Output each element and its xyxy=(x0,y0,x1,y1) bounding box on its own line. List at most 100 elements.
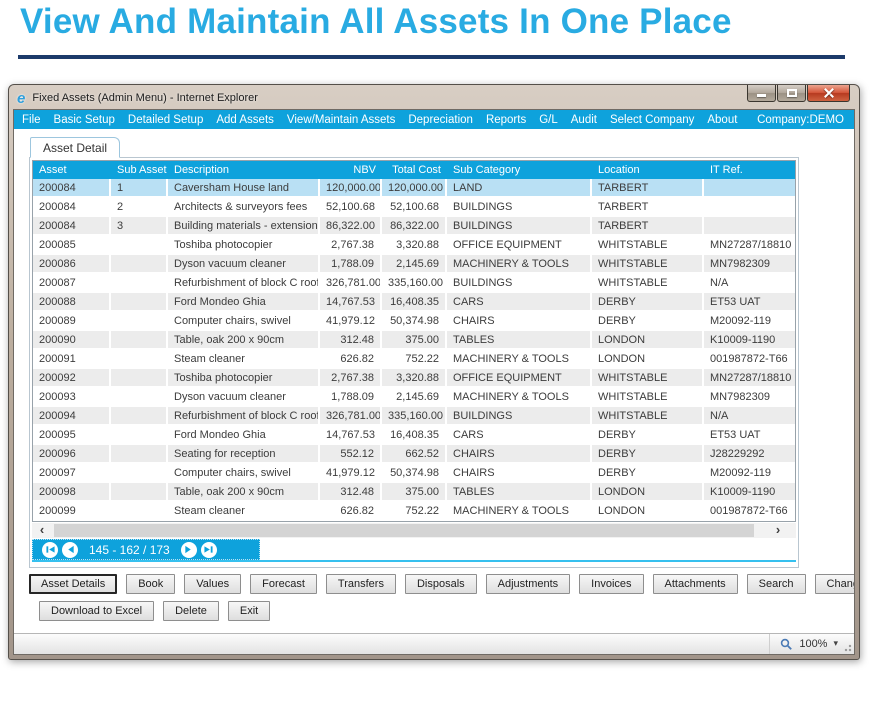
button-disposals[interactable]: Disposals xyxy=(404,574,477,594)
table-row[interactable]: 200099 Steam cleaner 626.82 752.22 MACHINERY… xyxy=(33,502,795,521)
cell-it-ref: N/A xyxy=(704,274,795,293)
zoom-level-label: 100% xyxy=(799,638,828,650)
cell-description: Dyson vacuum cleaner xyxy=(168,255,320,274)
button-transfers[interactable]: Transfers xyxy=(325,574,396,594)
table-row[interactable]: 200088 Ford Mondeo Ghia 14,767.53 16,408.35… xyxy=(33,293,795,312)
tab-asset-detail[interactable]: Asset Detail xyxy=(30,137,121,158)
table-row[interactable]: 200090 Table, oak 200 x 90cm 312.48 375.00 T… xyxy=(33,331,795,350)
menu-item-detailed-setup[interactable]: Detailed Setup xyxy=(127,113,204,126)
window-titlebar[interactable]: e Fixed Assets (Admin Menu) - Internet E… xyxy=(9,85,859,109)
zoom-control[interactable]: 100% ▾ xyxy=(769,634,854,654)
table-row[interactable]: 200094 Refurbishment of block C roof 326,7… xyxy=(33,407,795,426)
resize-grip[interactable] xyxy=(842,642,852,652)
menu-item-basic-setup[interactable]: Basic Setup xyxy=(53,113,115,126)
pager-previous-button[interactable] xyxy=(62,541,78,558)
table-row[interactable]: 200095 Ford Mondeo Ghia 14,767.53 16,408.35… xyxy=(33,426,795,445)
maximize-button[interactable] xyxy=(777,85,806,102)
scroll-left-icon[interactable]: ‹ xyxy=(39,522,45,537)
button-adjustments[interactable]: Adjustments xyxy=(485,574,571,594)
menu-item-view-maintain-assets[interactable]: View/Maintain Assets xyxy=(286,113,396,126)
close-button[interactable] xyxy=(807,85,850,102)
cell-total-cost: 50,374.98 xyxy=(382,312,447,331)
title-underline xyxy=(18,55,845,59)
button-values[interactable]: Values xyxy=(184,574,242,594)
button-download-to-excel[interactable]: Download to Excel xyxy=(39,601,155,621)
button-change-asset-id[interactable]: Change Asset ID xyxy=(814,574,854,594)
pager-next-button[interactable] xyxy=(180,541,197,558)
internet-explorer-icon: e xyxy=(17,89,26,107)
cell-description: Seating for reception xyxy=(168,445,320,464)
cell-nbv: 14,767.53 xyxy=(320,426,382,445)
table-row[interactable]: 200084 2 Architects & surveyors fees 52,100… xyxy=(33,198,795,217)
cell-nbv: 552.12 xyxy=(320,445,382,464)
menu-item-audit[interactable]: Audit xyxy=(570,113,597,126)
table-row[interactable]: 200093 Dyson vacuum cleaner 1,788.09 2,145.… xyxy=(33,388,795,407)
column-header-total-cost[interactable]: Total Cost xyxy=(392,164,441,176)
button-search[interactable]: Search xyxy=(746,574,806,594)
cell-sub-asset: 2 xyxy=(111,198,168,217)
app-menubar: File Basic Setup Detailed Setup Add Assets V… xyxy=(14,110,854,129)
cell-description: Computer chairs, swivel xyxy=(168,312,320,331)
table-row[interactable]: 200089 Computer chairs, swivel 41,979.12 50… xyxy=(33,312,795,331)
menu-item-g-l[interactable]: G/L xyxy=(539,113,558,126)
cell-sub-asset xyxy=(111,274,168,293)
scroll-right-icon[interactable]: › xyxy=(775,522,781,537)
button-exit[interactable]: Exit xyxy=(227,601,271,621)
cell-location: WHITSTABLE xyxy=(592,274,704,293)
column-header-sub-asset[interactable]: Sub Asset xyxy=(117,164,167,176)
cell-total-cost: 86,322.00 xyxy=(382,217,447,236)
scrollbar-thumb[interactable] xyxy=(54,524,754,537)
table-row[interactable]: 200084 1 Caversham House land 120,000.00 120… xyxy=(33,179,795,198)
cell-location: LONDON xyxy=(592,502,704,521)
minimize-button[interactable] xyxy=(747,85,776,102)
cell-description: Architects & surveyors fees xyxy=(168,198,320,217)
pager-first-button[interactable] xyxy=(42,541,58,558)
table-row[interactable]: 200087 Refurbishment of block C roof 326,7… xyxy=(33,274,795,293)
cell-sub-asset xyxy=(111,407,168,426)
table-row[interactable]: 200092 Toshiba photocopier 2,767.38 3,320.8… xyxy=(33,369,795,388)
menu-item-add-assets[interactable]: Add Assets xyxy=(216,113,274,126)
menu-item-about[interactable]: About xyxy=(707,113,738,126)
table-row[interactable]: 200096 Seating for reception 552.12 662.52 C… xyxy=(33,445,795,464)
asset-grid: Asset Sub Asset Description NBV Total Cost Su… xyxy=(32,160,796,522)
cell-sub-category: BUILDINGS xyxy=(447,274,592,293)
cell-total-cost: 752.22 xyxy=(382,502,447,521)
cell-sub-asset xyxy=(111,483,168,502)
cell-asset: 200084 xyxy=(33,198,111,217)
button-asset-details[interactable]: Asset Details xyxy=(29,574,118,594)
button-invoices[interactable]: Invoices xyxy=(579,574,644,594)
window-title: Fixed Assets (Admin Menu) - Internet Exp… xyxy=(32,92,258,104)
column-header-sub-category[interactable]: Sub Category xyxy=(453,164,521,176)
table-row[interactable]: 200085 Toshiba photocopier 2,767.38 3,320.8… xyxy=(33,236,795,255)
button-forecast[interactable]: Forecast xyxy=(250,574,317,594)
table-row[interactable]: 200086 Dyson vacuum cleaner 1,788.09 2,145.… xyxy=(33,255,795,274)
menu-item-depreciation[interactable]: Depreciation xyxy=(408,113,473,126)
button-delete[interactable]: Delete xyxy=(163,601,219,621)
horizontal-scrollbar[interactable]: ‹ › xyxy=(32,523,796,538)
table-row[interactable]: 200091 Steam cleaner 626.82 752.22 MACHINERY… xyxy=(33,350,795,369)
table-row[interactable]: 200097 Computer chairs, swivel 41,979.12 50… xyxy=(33,464,795,483)
table-row[interactable]: 200084 3 Building materials - extension 86,… xyxy=(33,217,795,236)
table-row[interactable]: 200098 Table, oak 200 x 90cm 312.48 375.00 T… xyxy=(33,483,795,502)
column-header-description[interactable]: Description xyxy=(174,164,230,176)
button-attachments[interactable]: Attachments xyxy=(652,574,738,594)
cell-nbv: 312.48 xyxy=(320,483,382,502)
column-header-nbv[interactable]: NBV xyxy=(353,164,376,176)
column-header-asset[interactable]: Asset xyxy=(39,164,67,176)
cell-total-cost: 16,408.35 xyxy=(382,426,447,445)
cell-total-cost: 16,408.35 xyxy=(382,293,447,312)
button-book[interactable]: Book xyxy=(126,574,176,594)
cell-location: WHITSTABLE xyxy=(592,369,704,388)
menu-item-select-company[interactable]: Select Company xyxy=(609,113,695,126)
pager-last-button[interactable] xyxy=(200,541,217,558)
column-header-location[interactable]: Location xyxy=(598,164,640,176)
cell-sub-asset xyxy=(111,445,168,464)
cell-location: LONDON xyxy=(592,331,704,350)
cell-total-cost: 752.22 xyxy=(382,350,447,369)
cell-description: Ford Mondeo Ghia xyxy=(168,293,320,312)
menu-item-reports[interactable]: Reports xyxy=(485,113,527,126)
menu-item-file[interactable]: File xyxy=(22,113,41,126)
column-header-it-ref[interactable]: IT Ref. xyxy=(710,164,743,176)
zoom-dropdown-icon[interactable]: ▾ xyxy=(833,639,838,649)
grid-body: 200084 1 Caversham House land 120,000.00 120… xyxy=(33,179,795,521)
